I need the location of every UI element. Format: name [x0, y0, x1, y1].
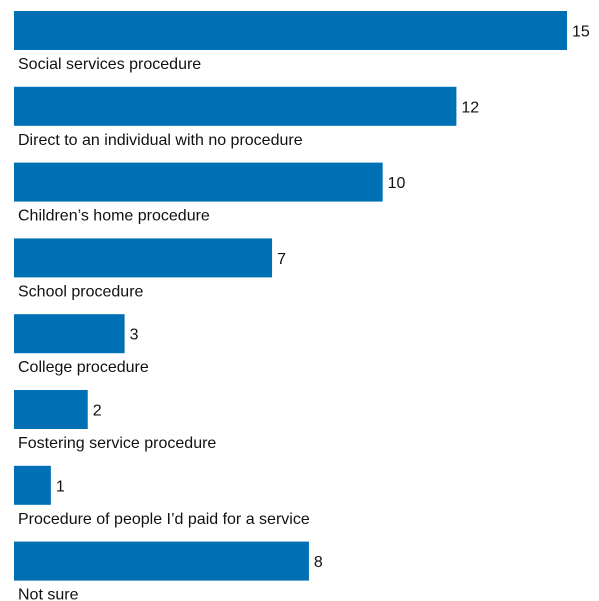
bar-5 — [14, 390, 88, 429]
category-label-6: Procedure of people I’d paid for a servi… — [18, 511, 310, 528]
value-label-6: 1 — [56, 478, 65, 495]
category-label-0: Social services procedure — [18, 56, 201, 73]
value-label-4: 3 — [130, 327, 139, 344]
bar-0 — [14, 11, 567, 50]
bar-4 — [14, 314, 125, 354]
value-label-0: 15 — [572, 24, 590, 41]
category-label-3: School procedure — [18, 283, 144, 300]
value-label-1: 12 — [461, 99, 479, 116]
category-label-2: Children’s home procedure — [18, 208, 210, 225]
bar-6 — [14, 465, 51, 505]
bar-1 — [14, 86, 457, 126]
bar-3 — [14, 238, 273, 278]
category-label-5: Fostering service procedure — [18, 435, 216, 452]
category-label-7: Not sure — [18, 587, 79, 601]
bar-7 — [14, 541, 309, 581]
value-label-3: 7 — [277, 251, 286, 268]
value-label-7: 8 — [314, 554, 323, 571]
value-label-2: 10 — [388, 175, 406, 192]
category-label-1: Direct to an individual with no procedur… — [18, 132, 303, 149]
category-label-4: College procedure — [18, 359, 149, 376]
value-label-5: 2 — [93, 403, 102, 420]
bar-2 — [14, 162, 383, 202]
